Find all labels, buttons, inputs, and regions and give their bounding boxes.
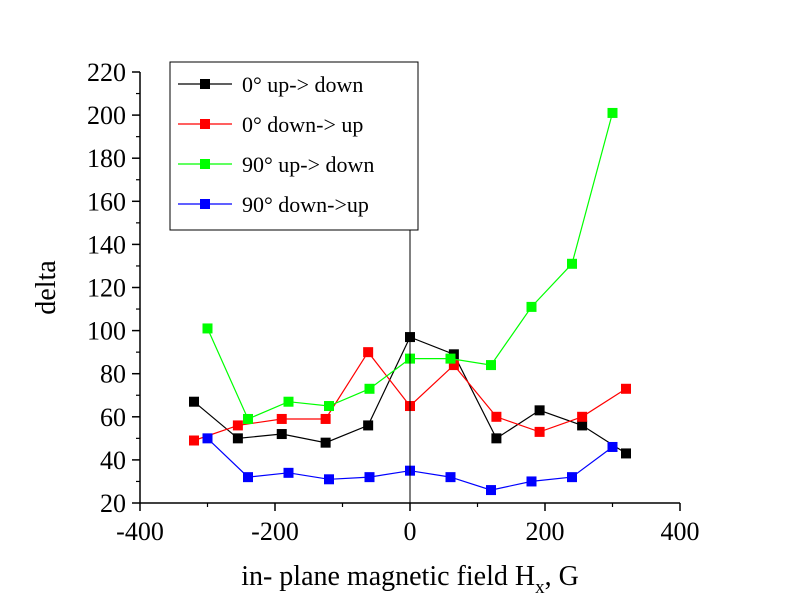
- x-axis-title: in- plane magnetic field Hx, G: [241, 561, 579, 598]
- y-tick-label: 220: [87, 58, 126, 87]
- data-point: [320, 413, 331, 424]
- data-point: [324, 401, 334, 412]
- y-tick-label: 60: [100, 403, 126, 432]
- data-point: [364, 383, 375, 394]
- legend-label: 0° up-> down: [242, 72, 363, 97]
- data-point: [567, 258, 577, 269]
- legend-marker: [200, 79, 210, 89]
- data-point: [243, 413, 253, 424]
- data-point: [486, 360, 496, 371]
- data-point: [577, 420, 588, 431]
- data-point: [283, 396, 294, 407]
- legend-marker: [200, 159, 210, 169]
- data-point: [621, 448, 631, 459]
- data-point: [283, 467, 294, 478]
- legend-marker: [200, 199, 210, 209]
- data-point: [445, 472, 456, 483]
- legend-box: [169, 61, 419, 231]
- data-point: [491, 433, 502, 444]
- data-point: [526, 301, 537, 312]
- y-tick-label: 180: [87, 144, 126, 173]
- data-point: [202, 433, 213, 444]
- x-tick-label: 0: [404, 517, 417, 546]
- y-tick-label: 140: [87, 230, 126, 259]
- data-point: [276, 413, 287, 424]
- data-point: [491, 411, 502, 422]
- data-point: [607, 107, 618, 118]
- data-point: [243, 472, 253, 483]
- y-tick-label: 120: [87, 274, 126, 303]
- data-point: [363, 420, 374, 431]
- y-tick-label: 40: [100, 446, 126, 475]
- data-point: [534, 426, 545, 437]
- data-point: [276, 429, 287, 440]
- data-point: [364, 472, 375, 483]
- y-tick-label: 100: [87, 317, 126, 346]
- axes: -400 -200 0 200 400 20 40 60 80 100 120 140 160 180 20…: [87, 58, 700, 546]
- data-point: [486, 485, 496, 496]
- data-point: [577, 411, 588, 422]
- data-point: [202, 323, 213, 334]
- x-tick-label: -400: [116, 517, 164, 546]
- legend-label: 90° down->up: [242, 192, 369, 217]
- data-point: [320, 437, 331, 448]
- x-tick-label: 400: [661, 517, 700, 546]
- x-tick-label: 200: [526, 517, 565, 546]
- data-point: [189, 396, 199, 407]
- data-point: [324, 474, 334, 485]
- data-point: [534, 405, 545, 416]
- legend-marker: [200, 119, 210, 129]
- legend-label: 0° down-> up: [242, 112, 363, 137]
- y-tick-label: 80: [100, 360, 126, 389]
- data-point: [232, 420, 243, 431]
- legend-label: 90° up-> down: [242, 152, 374, 177]
- data-point: [607, 441, 618, 452]
- data-point: [448, 360, 459, 371]
- data-point: [526, 476, 537, 487]
- x-tick-label: -200: [251, 517, 299, 546]
- y-axis-title: delta: [31, 260, 62, 315]
- legend: 0° up-> down 0° down-> up 90° up-> down 90°…: [169, 61, 419, 231]
- data-point: [232, 433, 243, 444]
- data-point: [445, 353, 456, 364]
- y-tick-label: 160: [87, 187, 126, 216]
- data-point: [189, 435, 199, 446]
- y-tick-label: 200: [87, 101, 126, 130]
- data-point: [621, 383, 631, 394]
- data-point: [363, 347, 374, 358]
- y-tick-label: 20: [100, 489, 126, 518]
- data-point: [567, 472, 577, 483]
